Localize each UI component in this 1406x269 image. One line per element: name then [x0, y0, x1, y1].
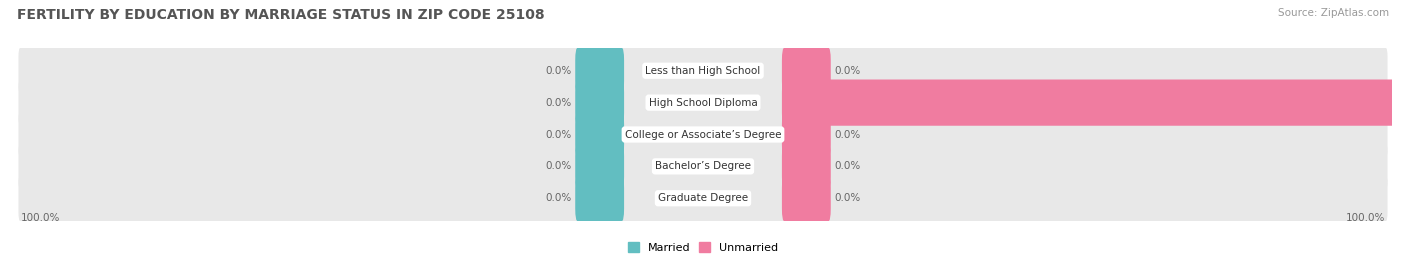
Text: Less than High School: Less than High School — [645, 66, 761, 76]
Text: 0.0%: 0.0% — [546, 161, 571, 171]
FancyBboxPatch shape — [782, 48, 831, 94]
FancyBboxPatch shape — [18, 112, 1388, 157]
FancyBboxPatch shape — [575, 143, 624, 189]
Text: 0.0%: 0.0% — [835, 66, 860, 76]
Text: 0.0%: 0.0% — [546, 193, 571, 203]
FancyBboxPatch shape — [575, 48, 624, 94]
Text: 0.0%: 0.0% — [835, 161, 860, 171]
FancyBboxPatch shape — [782, 111, 831, 158]
Legend: Married, Unmarried: Married, Unmarried — [627, 242, 779, 253]
Text: Source: ZipAtlas.com: Source: ZipAtlas.com — [1278, 8, 1389, 18]
Text: 0.0%: 0.0% — [546, 98, 571, 108]
Text: 0.0%: 0.0% — [546, 66, 571, 76]
Text: 100.0%: 100.0% — [20, 213, 59, 223]
Text: College or Associate’s Degree: College or Associate’s Degree — [624, 129, 782, 140]
FancyBboxPatch shape — [782, 143, 831, 189]
FancyBboxPatch shape — [575, 111, 624, 158]
Text: Bachelor’s Degree: Bachelor’s Degree — [655, 161, 751, 171]
Text: 0.0%: 0.0% — [835, 129, 860, 140]
FancyBboxPatch shape — [18, 80, 1388, 126]
Text: 0.0%: 0.0% — [835, 193, 860, 203]
FancyBboxPatch shape — [18, 175, 1388, 221]
FancyBboxPatch shape — [18, 48, 1388, 94]
Text: FERTILITY BY EDUCATION BY MARRIAGE STATUS IN ZIP CODE 25108: FERTILITY BY EDUCATION BY MARRIAGE STATU… — [17, 8, 544, 22]
FancyBboxPatch shape — [782, 80, 1406, 126]
FancyBboxPatch shape — [575, 175, 624, 221]
Text: Graduate Degree: Graduate Degree — [658, 193, 748, 203]
Text: High School Diploma: High School Diploma — [648, 98, 758, 108]
Text: 100.0%: 100.0% — [1347, 213, 1386, 223]
FancyBboxPatch shape — [782, 175, 831, 221]
FancyBboxPatch shape — [18, 143, 1388, 189]
FancyBboxPatch shape — [575, 80, 624, 126]
Text: 0.0%: 0.0% — [546, 129, 571, 140]
